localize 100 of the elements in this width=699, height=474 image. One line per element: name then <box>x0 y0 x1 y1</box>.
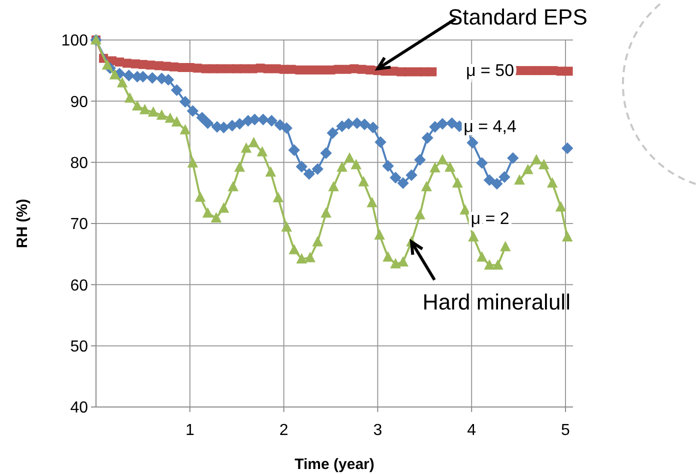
point <box>192 64 202 73</box>
point <box>248 136 260 148</box>
point <box>491 178 503 190</box>
point <box>358 118 370 130</box>
y-axis-title: RH (%) <box>14 198 31 248</box>
point <box>514 174 525 185</box>
point <box>437 154 448 164</box>
point <box>492 259 504 270</box>
point <box>171 116 182 126</box>
point <box>272 192 284 202</box>
point <box>484 174 496 186</box>
point <box>374 136 386 148</box>
point <box>564 66 573 76</box>
point <box>218 202 230 213</box>
x-tick-label: 1 <box>185 422 194 439</box>
point <box>367 122 379 134</box>
y-tick-label: 50 <box>70 338 88 356</box>
point <box>240 64 249 74</box>
point <box>228 180 238 192</box>
point <box>312 163 324 175</box>
point <box>350 158 362 170</box>
y-tick-label: 80 <box>70 154 88 172</box>
point <box>414 154 426 166</box>
point <box>146 72 158 84</box>
point <box>336 161 348 172</box>
point <box>484 259 495 270</box>
point <box>263 64 272 74</box>
point <box>374 229 385 240</box>
point <box>304 252 316 262</box>
point <box>170 84 183 96</box>
point <box>146 60 155 70</box>
point <box>397 177 409 189</box>
point <box>555 201 566 212</box>
x-tick-label: 5 <box>561 422 570 439</box>
point <box>286 64 296 74</box>
point <box>122 58 132 68</box>
point <box>516 66 526 76</box>
annotation: Standard EPS <box>448 4 588 30</box>
point <box>196 112 208 124</box>
annotation: μ = 2 <box>470 208 510 228</box>
point <box>179 96 192 108</box>
point <box>202 117 214 130</box>
point <box>280 122 292 134</box>
point <box>530 154 542 164</box>
point <box>522 164 534 174</box>
point <box>390 258 401 268</box>
point <box>194 191 206 202</box>
point <box>344 152 355 163</box>
point <box>303 168 315 180</box>
point <box>102 59 113 70</box>
point <box>240 142 252 153</box>
point <box>216 64 226 74</box>
point <box>429 121 441 133</box>
point <box>296 253 308 264</box>
point <box>507 152 519 164</box>
x-tick-label: 4 <box>467 422 476 439</box>
point <box>476 157 488 169</box>
y-tick-label: 40 <box>70 400 88 417</box>
y-tick-label: 70 <box>70 216 88 234</box>
point <box>390 172 402 184</box>
point <box>446 117 458 130</box>
point <box>312 236 323 246</box>
point <box>476 251 488 262</box>
point <box>320 207 332 218</box>
point <box>406 169 418 182</box>
point <box>326 127 338 139</box>
point <box>404 67 414 76</box>
point <box>123 70 135 82</box>
point <box>320 147 332 160</box>
point <box>414 209 426 220</box>
point <box>180 124 191 134</box>
point <box>169 62 178 72</box>
point <box>357 64 366 74</box>
point <box>436 118 448 130</box>
point <box>562 231 573 242</box>
point <box>288 244 300 254</box>
point <box>281 221 292 232</box>
point <box>257 114 269 126</box>
annotation: Hard mineralull <box>422 290 570 315</box>
point <box>382 251 394 262</box>
point <box>139 104 150 114</box>
point <box>546 177 558 188</box>
point <box>351 117 363 130</box>
point <box>444 161 456 172</box>
point <box>468 231 479 242</box>
y-tick-label: 90 <box>70 94 88 111</box>
point <box>109 69 120 80</box>
point <box>466 136 478 149</box>
point <box>148 106 159 117</box>
y-tick-label: 100 <box>61 32 88 50</box>
point <box>210 212 222 222</box>
point <box>366 196 378 208</box>
point <box>498 171 510 183</box>
point <box>288 144 300 156</box>
point <box>540 66 550 76</box>
point <box>186 105 199 117</box>
point <box>562 142 574 154</box>
point <box>202 207 214 218</box>
point <box>430 162 440 172</box>
point <box>452 177 463 188</box>
